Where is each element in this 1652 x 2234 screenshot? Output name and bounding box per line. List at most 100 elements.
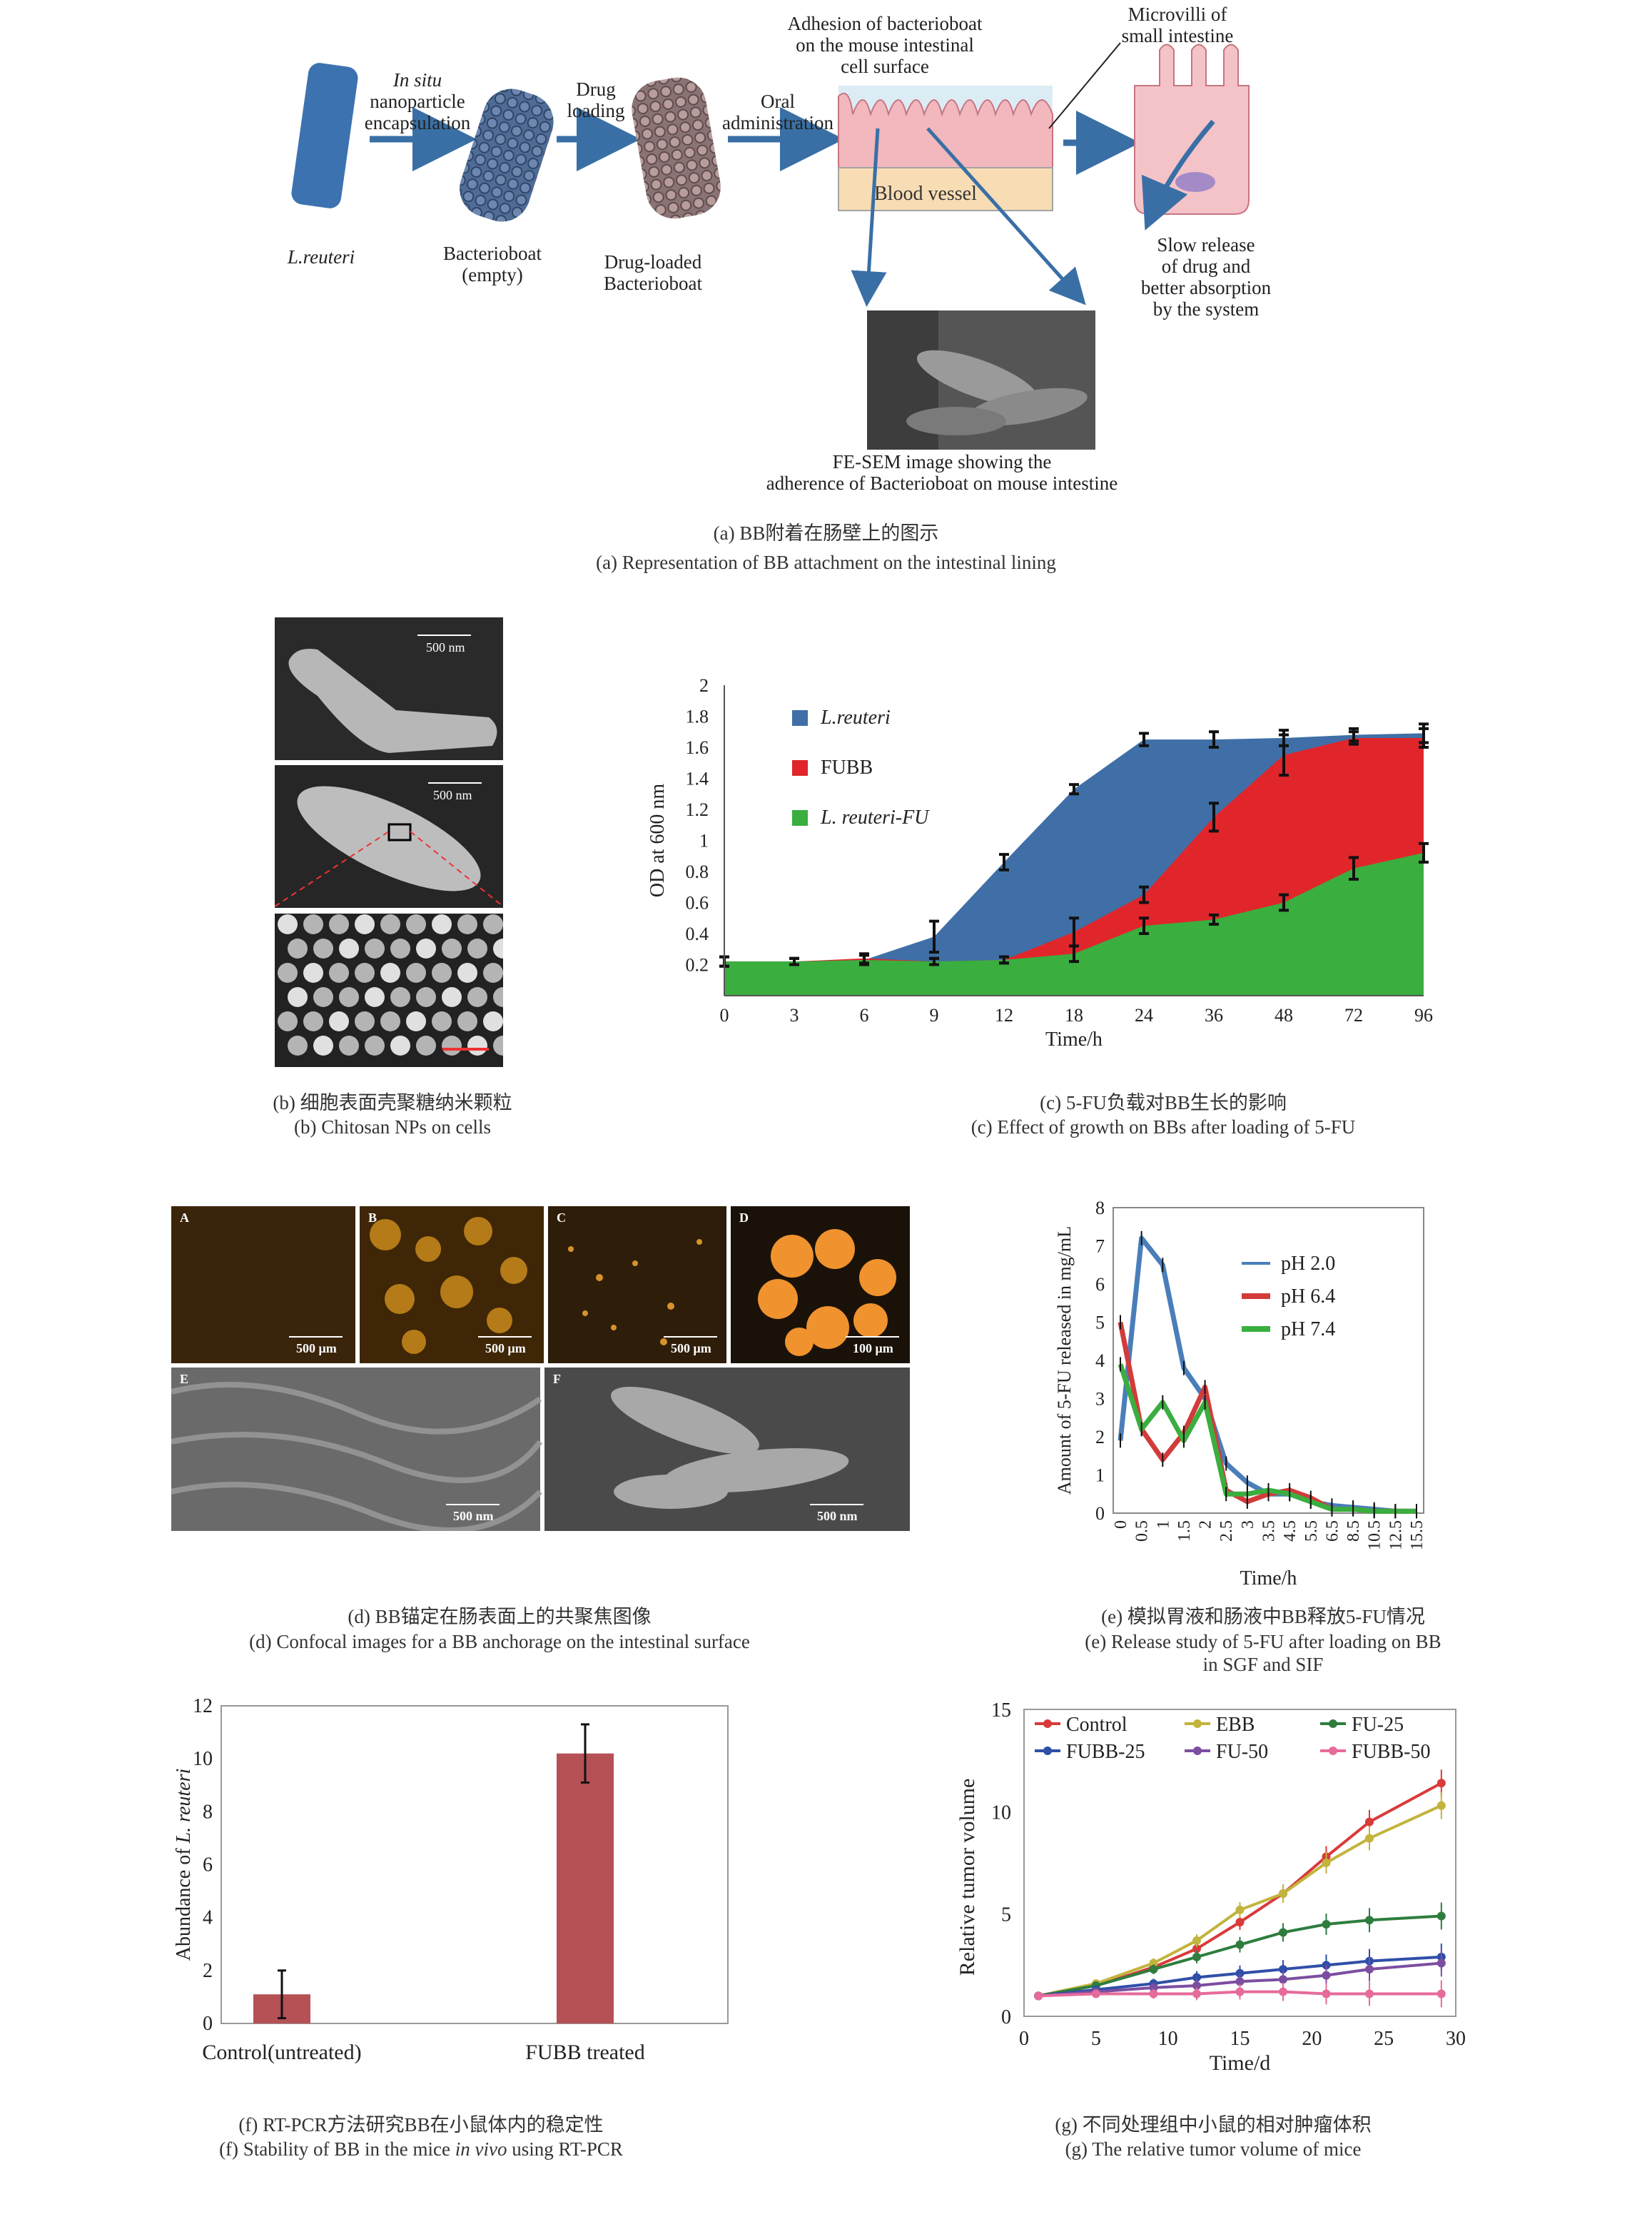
caption-f-en: (f) Stability of BB in the mice in vivo … bbox=[219, 2138, 623, 2160]
y-tick-label: 1.2 bbox=[686, 799, 709, 820]
data-point bbox=[1235, 1918, 1245, 1927]
x-tick-label: 1.5 bbox=[1175, 1520, 1194, 1542]
data-point bbox=[1192, 1944, 1201, 1954]
data-point bbox=[1365, 1817, 1374, 1826]
tile-scale-e: 500 nm bbox=[453, 1509, 494, 1523]
y-tick-label: 8 bbox=[203, 1801, 213, 1823]
data-point bbox=[1279, 1965, 1287, 1974]
panel-a-schematic: Blood vessel bbox=[291, 42, 1250, 450]
y-axis-label: OD at 600 nm bbox=[647, 784, 669, 898]
data-point bbox=[1322, 1859, 1331, 1867]
y-tick-label: 1 bbox=[699, 831, 709, 851]
panel-d-images: A 500 μm B 500 μm C 500 μm D 100 μm E 500 nm F 500 … bbox=[171, 1206, 910, 1531]
data-point bbox=[1235, 1905, 1245, 1914]
legend-swatch-2 bbox=[792, 810, 808, 826]
legend-label-4: FU-50 bbox=[1216, 1741, 1268, 1763]
tile-letter-e: E bbox=[180, 1372, 188, 1386]
x-tick-label: 10 bbox=[1158, 2028, 1178, 2050]
tile-letter-b: B bbox=[368, 1210, 377, 1225]
x-tick-label: 30 bbox=[1446, 2028, 1466, 2050]
x-tick-label: 3 bbox=[790, 1005, 799, 1026]
caption-f-cn: (f) RT-PCR方法研究BB在小鼠体内的稳定性 bbox=[238, 2114, 604, 2136]
data-point bbox=[1322, 1989, 1331, 1998]
x-tick-label: 72 bbox=[1344, 1005, 1363, 1026]
panel-b-micrographs: 500 nm 500 nm bbox=[275, 617, 503, 1067]
y-tick-label: 10 bbox=[991, 1801, 1011, 1824]
y-tick-label: 12 bbox=[193, 1695, 213, 1717]
data-point bbox=[1279, 1889, 1287, 1898]
drug-loaded-bacterioboat bbox=[632, 77, 721, 219]
data-point bbox=[1149, 1989, 1158, 1998]
step-oral-label: Oral administration bbox=[722, 91, 833, 133]
y-tick-label: 0.2 bbox=[686, 955, 709, 976]
chart-g: 0 5 10 15 0 5 10 15 20 25 30 Time/d Relative tumor v… bbox=[956, 1699, 1466, 2075]
legend-label-5: FUBB-50 bbox=[1352, 1741, 1430, 1763]
caption-c-cn: (c) 5-FU负载对BB生长的影响 bbox=[1040, 1092, 1287, 1113]
y-tick-label: 8 bbox=[1095, 1198, 1105, 1218]
step-encapsulation-label: In situ nanoparticle encapsulation bbox=[364, 69, 471, 133]
legend-swatch-1 bbox=[792, 760, 808, 776]
y-tick-label: 0.6 bbox=[686, 893, 709, 914]
x-tick-label: 4.5 bbox=[1281, 1520, 1299, 1542]
data-point bbox=[1235, 1987, 1245, 1996]
x-tick-label: 6.5 bbox=[1323, 1520, 1342, 1542]
reuteri-label: L.reuteri bbox=[287, 246, 355, 268]
x-tick-label: 0 bbox=[1112, 1520, 1130, 1529]
legend-label-0: pH 2.0 bbox=[1281, 1253, 1335, 1275]
y-tick-label: 1 bbox=[1095, 1465, 1105, 1486]
y-axis-label: Amount of 5-FU released in mg/mL bbox=[1054, 1226, 1075, 1495]
legend-label-2: pH 7.4 bbox=[1281, 1318, 1335, 1340]
data-point bbox=[1436, 1989, 1446, 1998]
blood-vessel-label: Blood vessel bbox=[874, 183, 977, 205]
chart-f: 0 2 4 6 8 10 12 Control(untreated) FUBB treated A… bbox=[173, 1695, 729, 2064]
x-tick-label: 36 bbox=[1205, 1005, 1223, 1026]
y-tick-label: 5 bbox=[1001, 1904, 1011, 1926]
legend-label-1: pH 6.4 bbox=[1281, 1285, 1335, 1308]
caption-b-en: (b) Chitosan NPs on cells bbox=[294, 1116, 491, 1138]
caption-e-en-1: (e) Release study of 5-FU after loading … bbox=[1085, 1631, 1441, 1652]
fe-sem-image bbox=[867, 310, 1095, 450]
data-point bbox=[1192, 1952, 1201, 1961]
data-point bbox=[1192, 1973, 1201, 1982]
legend-label-3: FUBB-25 bbox=[1066, 1741, 1145, 1763]
y-tick-label: 4 bbox=[203, 1907, 213, 1929]
legend-marker-2 bbox=[1329, 1719, 1337, 1728]
x-tick-label: 18 bbox=[1065, 1005, 1083, 1026]
caption-g-cn: (g) 不同处理组中小鼠的相对肿瘤体积 bbox=[1055, 2114, 1372, 2136]
y-tick-label: 2 bbox=[1095, 1427, 1105, 1447]
plot-area bbox=[1023, 1709, 1456, 2017]
tile-scale-b: 500 μm bbox=[485, 1341, 526, 1355]
nanoparticle-closeup bbox=[275, 914, 503, 1067]
data-point bbox=[1436, 1779, 1446, 1788]
data-point bbox=[1149, 1983, 1158, 1992]
legend-label-0: Control bbox=[1066, 1714, 1127, 1736]
legend-label-1: EBB bbox=[1216, 1714, 1255, 1736]
legend-marker-3 bbox=[1043, 1747, 1052, 1755]
caption-c-en: (c) Effect of growth on BBs after loadin… bbox=[971, 1116, 1356, 1138]
bar-1 bbox=[557, 1753, 614, 2023]
y-tick-label: 0 bbox=[1095, 1503, 1105, 1524]
x-axis-label: Time/h bbox=[1045, 1028, 1103, 1051]
data-point bbox=[1365, 1965, 1374, 1974]
bacterium-sem-1 bbox=[288, 649, 497, 753]
x-tick-label: 12 bbox=[995, 1005, 1013, 1026]
empty-bacterioboat-label: Bacterioboat (empty) bbox=[443, 243, 542, 285]
confocal-tile-c bbox=[548, 1206, 726, 1363]
tile-scale-d: 100 μm bbox=[853, 1341, 893, 1355]
data-point bbox=[1322, 1971, 1331, 1980]
y-tick-label: 2 bbox=[203, 1960, 213, 1982]
legend-marker-0 bbox=[1043, 1719, 1052, 1728]
y-tick-label: 6 bbox=[1095, 1274, 1105, 1295]
legend-label-0: L.reuteri bbox=[820, 707, 891, 729]
legend-label-2: L. reuteri-FU bbox=[820, 807, 930, 829]
x-tick-label: 24 bbox=[1135, 1005, 1153, 1026]
legend-label-2: FU-25 bbox=[1352, 1714, 1404, 1736]
legend-marker-5 bbox=[1329, 1747, 1337, 1755]
x-tick-label: 10.5 bbox=[1366, 1520, 1384, 1550]
data-point bbox=[1365, 1834, 1374, 1843]
caption-e-cn: (e) 模拟胃液和肠液中BB释放5-FU情况 bbox=[1101, 1606, 1425, 1627]
tile-scale-f: 500 nm bbox=[817, 1509, 858, 1523]
x-tick-label: 1 bbox=[1154, 1520, 1172, 1529]
y-tick-label: 6 bbox=[203, 1854, 213, 1876]
data-point bbox=[1034, 1991, 1043, 2001]
